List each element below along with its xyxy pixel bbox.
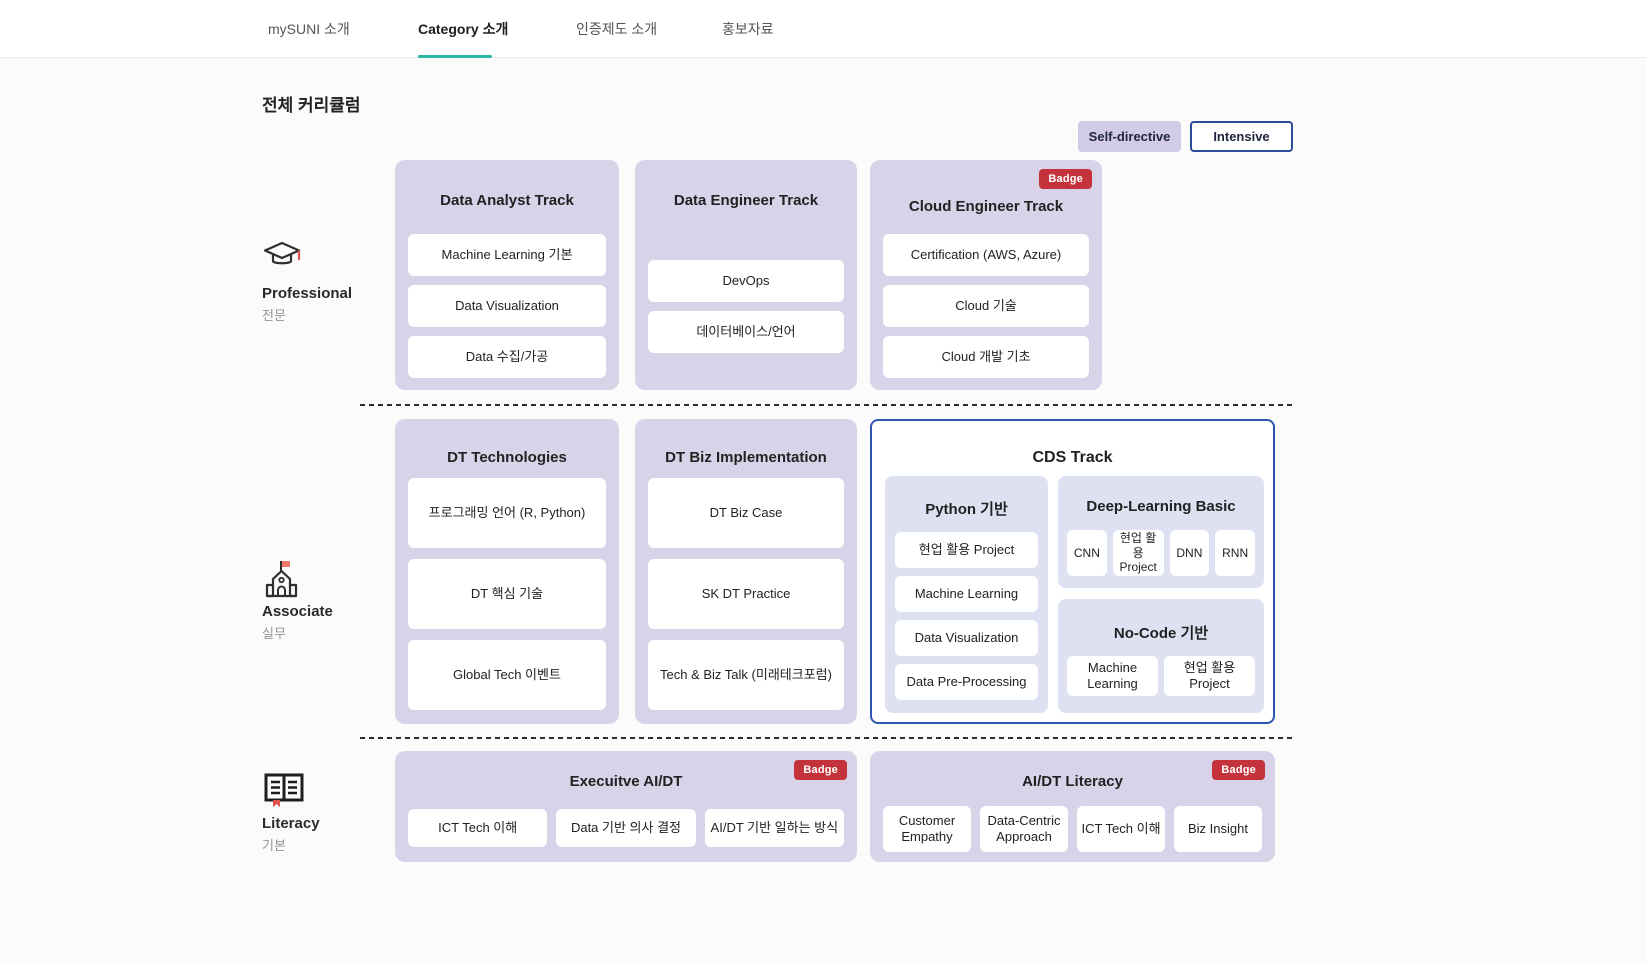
track-item: Data Pre-Processing bbox=[895, 664, 1038, 700]
graduation-cap-icon bbox=[262, 240, 302, 280]
track-card-executive-aidt: Badge Execuitve AI/DT ICT Tech 이해 Data 기… bbox=[395, 751, 857, 862]
track-item: Data Visualization bbox=[408, 285, 606, 327]
level-literacy: Literacy 기본 bbox=[262, 770, 372, 854]
tab-promo-materials[interactable]: 홍보자료 bbox=[722, 21, 774, 37]
level-professional-label: Professional bbox=[262, 285, 353, 302]
track-item: DevOps bbox=[648, 260, 844, 302]
panel-title: Deep-Learning Basic bbox=[1086, 498, 1236, 515]
track-card-aidt-literacy: Badge AI/DT Literacy Customer Empathy Da… bbox=[870, 751, 1275, 862]
track-item: RNN bbox=[1215, 530, 1255, 576]
row-divider bbox=[360, 404, 1292, 406]
tab-category-intro-label: Category 소개 bbox=[418, 21, 509, 37]
track-card-dt-biz-implementation: DT Biz Implementation DT Biz Case SK DT … bbox=[635, 419, 857, 724]
active-tab-underline bbox=[418, 55, 492, 58]
track-card-data-analyst: Data Analyst Track Machine Learning 기본 D… bbox=[395, 160, 619, 390]
tab-mysuni-intro[interactable]: mySUNI 소개 bbox=[268, 21, 350, 37]
track-item: CNN bbox=[1067, 530, 1107, 576]
track-title: Cloud Engineer Track bbox=[908, 198, 1064, 215]
track-item: Certification (AWS, Azure) bbox=[883, 234, 1089, 276]
cds-panel-python: Python 기반 현업 활용 Project Machine Learning… bbox=[885, 476, 1048, 713]
badge-label: Badge bbox=[1212, 760, 1265, 780]
track-item: Data Visualization bbox=[895, 620, 1038, 656]
track-item: DT 핵심 기술 bbox=[408, 559, 606, 629]
page-title: 전체 커리큘럼 bbox=[262, 96, 361, 115]
badge-label: Badge bbox=[1039, 169, 1092, 189]
cds-panel-deep-learning: Deep-Learning Basic CNN 현업 활용 Project DN… bbox=[1058, 476, 1264, 588]
track-title: Data Analyst Track bbox=[440, 192, 574, 209]
intensive-button[interactable]: Intensive bbox=[1190, 121, 1293, 152]
panel-title: Python 기반 bbox=[925, 501, 1008, 518]
level-professional-sublabel: 전문 bbox=[262, 308, 286, 323]
level-associate-sublabel: 실무 bbox=[262, 626, 286, 641]
track-title: AI/DT Literacy bbox=[1022, 773, 1123, 790]
open-book-icon bbox=[262, 770, 304, 810]
track-item: Cloud 개발 기초 bbox=[883, 336, 1089, 378]
tab-category-intro[interactable]: Category 소개 bbox=[418, 0, 508, 58]
track-item: ICT Tech 이해 bbox=[408, 809, 548, 847]
track-card-dt-technologies: DT Technologies 프로그래밍 언어 (R, Python) DT … bbox=[395, 419, 619, 724]
cds-panel-no-code: No-Code 기반 Machine Learning 현업 활용 Projec… bbox=[1058, 599, 1264, 713]
top-navigation: mySUNI 소개 Category 소개 인증제도 소개 홍보자료 bbox=[0, 0, 1646, 58]
track-item: Machine Learning 기본 bbox=[408, 234, 606, 276]
track-card-data-engineer: Data Engineer Track DevOps 데이터베이스/언어 bbox=[635, 160, 857, 390]
track-item: Global Tech 이벤트 bbox=[408, 640, 606, 710]
tab-certification-intro[interactable]: 인증제도 소개 bbox=[576, 21, 658, 37]
level-professional: Professional 전문 bbox=[262, 240, 372, 324]
level-associate-label: Associate bbox=[262, 603, 333, 620]
level-literacy-label: Literacy bbox=[262, 815, 320, 832]
track-item: 현업 활용 Project bbox=[895, 532, 1038, 568]
track-item: Customer Empathy bbox=[883, 806, 971, 852]
track-title: CDS Track bbox=[1032, 449, 1113, 466]
track-item: ICT Tech 이해 bbox=[1077, 806, 1165, 852]
level-literacy-sublabel: 기본 bbox=[262, 838, 286, 853]
track-item: Tech & Biz Talk (미래테크포럼) bbox=[648, 640, 844, 710]
track-item: Data-Centric Approach bbox=[980, 806, 1068, 852]
school-icon bbox=[262, 558, 302, 598]
track-item: AI/DT 기반 일하는 방식 bbox=[704, 809, 844, 847]
track-item: Machine Learning bbox=[1067, 656, 1158, 696]
track-item: DT Biz Case bbox=[648, 478, 844, 548]
track-card-cloud-engineer: Badge Cloud Engineer Track Certification… bbox=[870, 160, 1102, 390]
badge-label: Badge bbox=[794, 760, 847, 780]
track-item: 데이터베이스/언어 bbox=[648, 311, 844, 353]
track-item: Cloud 기술 bbox=[883, 285, 1089, 327]
level-associate: Associate 실무 bbox=[262, 558, 372, 642]
track-title: Execuitve AI/DT bbox=[569, 773, 683, 790]
track-card-cds: CDS Track Python 기반 현업 활용 Project Machin… bbox=[870, 419, 1275, 724]
track-item: Biz Insight bbox=[1174, 806, 1262, 852]
track-title: Data Engineer Track bbox=[673, 192, 819, 209]
row-divider bbox=[360, 737, 1292, 739]
track-item: SK DT Practice bbox=[648, 559, 844, 629]
track-item: DNN bbox=[1169, 530, 1210, 576]
track-item: Data 수집/가공 bbox=[408, 336, 606, 378]
self-directive-button[interactable]: Self-directive bbox=[1078, 121, 1181, 152]
track-item: 현업 활용 Project bbox=[1164, 656, 1255, 696]
track-item: Data 기반 의사 결정 bbox=[556, 809, 696, 847]
track-item: 현업 활용 Project bbox=[1112, 530, 1164, 576]
track-item: Machine Learning bbox=[895, 576, 1038, 612]
track-title: DT Biz Implementation bbox=[665, 449, 827, 466]
track-title: DT Technologies bbox=[447, 449, 567, 466]
track-item: 프로그래밍 언어 (R, Python) bbox=[408, 478, 606, 548]
panel-title: No-Code 기반 bbox=[1113, 625, 1209, 642]
